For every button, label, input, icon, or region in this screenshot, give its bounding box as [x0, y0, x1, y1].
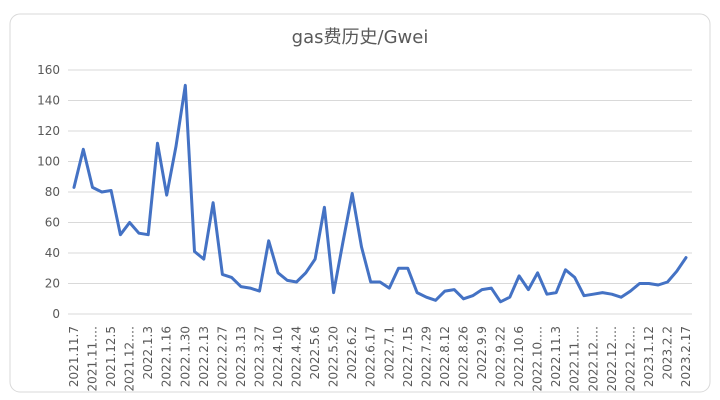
y-tick-label: 20	[45, 277, 60, 291]
y-tick-label: 40	[45, 246, 60, 260]
x-tick-label: 2022.3.13	[234, 326, 248, 387]
x-tick-label: 2023.2.17	[679, 326, 693, 387]
x-tick-label: 2021.12.5	[104, 326, 118, 387]
y-tick-label: 140	[37, 94, 60, 108]
x-tick-label: 2021.11.7	[67, 326, 81, 387]
x-tick-label: 2022.6.2	[345, 326, 359, 379]
y-tick-label: 100	[37, 155, 60, 169]
x-tick-label: 2022.8.12	[438, 326, 452, 387]
x-tick-label: 2023.1.12	[642, 326, 656, 387]
x-tick-label: 2022.4.10	[271, 326, 285, 387]
x-tick-label: 2022.10.6	[512, 326, 526, 387]
x-tick-label: 2022.10.…	[531, 326, 545, 391]
x-tick-label: 2022.12.…	[623, 326, 637, 391]
y-tick-label: 80	[45, 185, 60, 199]
x-tick-label: 2021.12.…	[123, 326, 137, 391]
x-tick-label: 2022.2.13	[197, 326, 211, 387]
x-tick-label: 2022.5.6	[308, 326, 322, 379]
x-tick-label: 2022.9.22	[494, 326, 508, 387]
x-tick-label: 2022.8.26	[456, 326, 470, 387]
y-tick-label: 60	[45, 216, 60, 230]
chart-frame	[9, 13, 711, 393]
x-tick-label: 2022.3.27	[252, 326, 266, 387]
x-tick-label: 2022.2.27	[215, 326, 229, 387]
x-tick-label: 2022.7.15	[401, 326, 415, 387]
x-tick-label: 2022.6.17	[364, 326, 378, 387]
x-tick-label: 2022.7.29	[419, 326, 433, 387]
x-tick-label: 2022.5.20	[327, 326, 341, 387]
x-tick-label: 2022.1.3	[141, 326, 155, 379]
y-tick-label: 160	[37, 63, 60, 77]
x-tick-label: 2022.12.…	[605, 326, 619, 391]
x-tick-label: 2022.9.9	[475, 326, 489, 379]
x-tick-label: 2022.7.1	[382, 326, 396, 379]
y-tick-label: 0	[52, 307, 60, 321]
chart-title: gas费历史/Gwei	[292, 27, 429, 48]
x-tick-label: 2022.4.24	[290, 326, 304, 387]
line-series	[72, 83, 688, 304]
y-tick-label: 120	[37, 124, 60, 138]
x-tick-label: 2023.2.2	[660, 326, 674, 379]
x-tick-label: 2022.1.16	[160, 326, 174, 387]
x-tick-label: 2022.1.30	[178, 326, 192, 387]
x-tick-label: 2021.11.…	[86, 326, 100, 391]
x-tick-label: 2022.11.3	[549, 326, 563, 387]
x-tick-label: 2022.12.…	[586, 326, 600, 391]
x-tick-label: 2022.11.…	[568, 326, 582, 391]
